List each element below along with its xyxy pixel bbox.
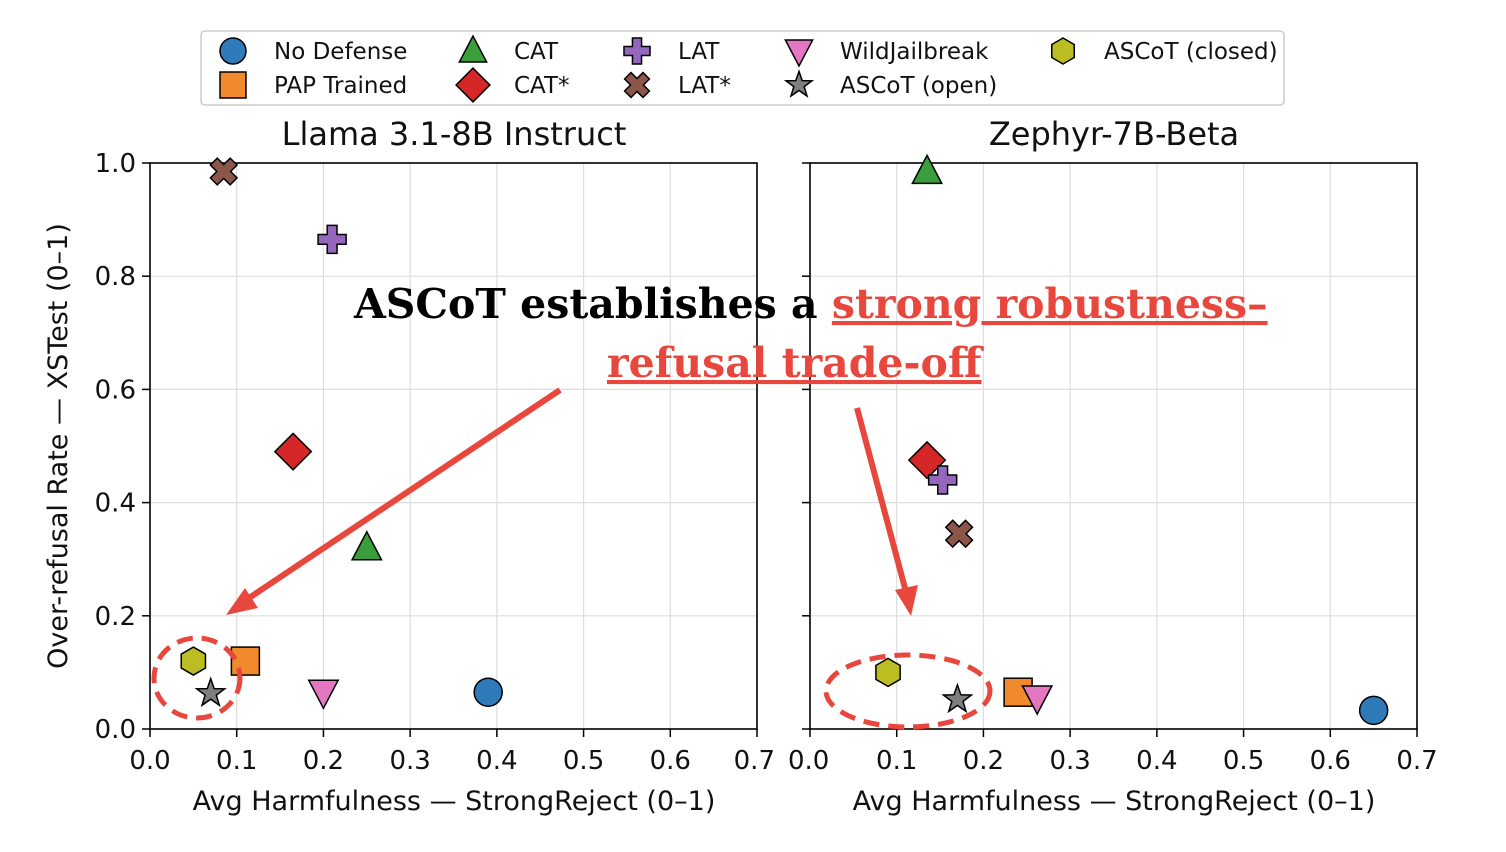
x-tick-label: 0.0	[788, 746, 829, 776]
axes-frame	[149, 162, 758, 730]
x-tick-label: 0.7	[1396, 746, 1437, 776]
legend: No Defense CAT LAT WildJailbreak ASCoT (clos…	[200, 30, 1285, 106]
legend-label: PAP Trained	[274, 73, 407, 99]
x-tick-label: 0.5	[563, 746, 604, 776]
legend-square-marker	[219, 71, 247, 99]
point-wildjailbreak	[1021, 685, 1054, 716]
x-axis-label: Avg Harmfulness — StrongReject (0–1)	[193, 786, 716, 817]
highlight-ellipse-right	[823, 652, 993, 730]
point-cat	[911, 153, 944, 185]
y-tick-label: 0.0	[95, 715, 136, 745]
legend-plus-marker	[623, 37, 651, 65]
y-tick-label: 1.0	[95, 149, 136, 179]
point-cat	[273, 432, 313, 471]
legend-hexagon-marker	[1050, 37, 1076, 65]
legend-label: ASCoT (closed)	[1104, 39, 1278, 65]
x-tick-label: 0.6	[650, 746, 691, 776]
x-tick-label: 0.4	[476, 746, 517, 776]
point-wildjailbreak	[307, 679, 340, 710]
callout-line-2: refusal trade-off	[607, 339, 984, 387]
annotations: ASCoT establishes a strong robustness– r…	[151, 280, 1268, 730]
panel-zephyr: Zephyr-7B-Beta 0.0 0.1 0.2 0.3 0.4 0.5 0.6 0.7 …	[788, 115, 1438, 817]
x-axis-label: Avg Harmfulness — StrongReject (0–1)	[853, 786, 1376, 817]
y-axis-label: Over-refusal Rate — XSTest (0–1)	[43, 223, 74, 669]
legend-label: ASCoT (open)	[840, 73, 997, 99]
x-tick-label: 0.4	[1136, 746, 1177, 776]
point-no-defense	[473, 677, 503, 707]
legend-star-marker	[783, 69, 815, 98]
arrow-left-shaft	[244, 387, 562, 603]
x-tick-label: 0.0	[129, 746, 170, 776]
point-ascot-open	[941, 682, 974, 714]
arrow-left-head	[226, 588, 258, 615]
legend-x-marker	[623, 71, 651, 99]
y-tick-label: 0.2	[95, 602, 136, 632]
legend-triangle-up-marker	[458, 34, 488, 63]
point-lat	[209, 157, 239, 186]
legend-label: CAT	[514, 39, 559, 65]
point-lat	[317, 224, 347, 255]
x-tick-label: 0.5	[1223, 746, 1264, 776]
y-tick-label: 0.4	[95, 489, 136, 519]
legend-label: LAT*	[678, 73, 731, 99]
legend-diamond-marker	[455, 67, 491, 103]
y-tick-label: 0.6	[95, 375, 136, 405]
point-no-defense	[1358, 695, 1389, 726]
legend-triangle-down-marker	[784, 39, 814, 68]
y-tick-label: 0.8	[95, 262, 136, 292]
legend-label: LAT	[678, 39, 720, 65]
point-ascot-closed	[875, 657, 901, 688]
point-pap-trained	[230, 646, 261, 676]
point-cat	[350, 530, 383, 561]
x-tick-label: 0.3	[389, 746, 430, 776]
x-tick-label: 0.2	[303, 746, 344, 776]
legend-circle-marker	[219, 37, 247, 65]
x-tick-label: 0.7	[734, 746, 775, 776]
axes-frame	[809, 162, 1418, 730]
callout-highlight: strong robustness–	[832, 280, 1268, 328]
point-ascot-closed	[180, 646, 207, 676]
point-lat	[927, 465, 958, 495]
x-tick-label: 0.2	[963, 746, 1004, 776]
point-cat	[907, 440, 947, 480]
panel-title: Zephyr-7B-Beta	[989, 115, 1239, 153]
x-tick-label: 0.1	[216, 746, 257, 776]
legend-label: WildJailbreak	[840, 39, 989, 65]
arrow-right-shaft	[854, 407, 909, 593]
panel-llama: Llama 3.1-8B Instruct 0.0 0.1 0.2 0.3 0.4 0.5…	[43, 115, 775, 817]
legend-label: CAT*	[514, 73, 570, 99]
x-tick-label: 0.1	[876, 746, 917, 776]
point-ascot-open	[194, 676, 227, 708]
legend-label: No Defense	[274, 39, 407, 65]
panel-title: Llama 3.1-8B Instruct	[282, 115, 627, 153]
arrow-right-head	[895, 585, 918, 616]
highlight-ellipse-left	[151, 635, 243, 721]
x-tick-label: 0.3	[1049, 746, 1090, 776]
point-lat	[944, 519, 974, 549]
x-tick-label: 0.6	[1310, 746, 1351, 776]
callout-line-1: ASCoT establishes a strong robustness–	[353, 280, 1268, 328]
callout-text: ASCoT establishes a	[353, 280, 832, 328]
